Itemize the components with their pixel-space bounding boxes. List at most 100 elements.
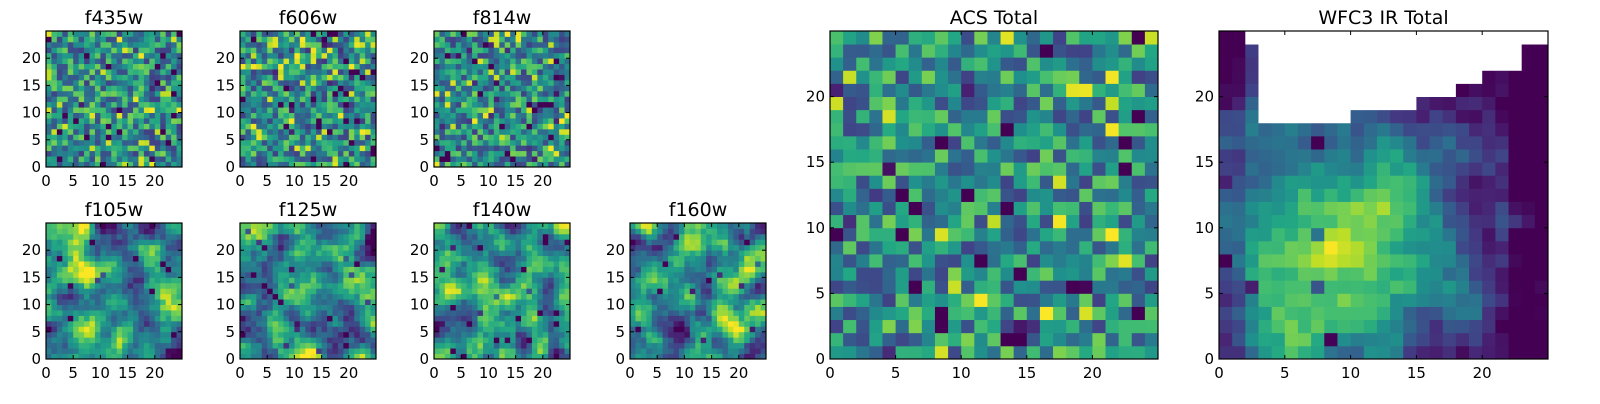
heatmap-cell xyxy=(499,299,505,305)
heatmap-cell xyxy=(478,145,484,151)
heatmap-cell xyxy=(354,250,360,256)
heatmap-cell xyxy=(68,134,74,140)
heatmap-cell xyxy=(652,261,658,267)
heatmap-cell xyxy=(657,228,663,234)
heatmap-cell xyxy=(434,140,440,146)
heatmap-cell xyxy=(445,277,451,283)
heatmap-cell xyxy=(289,256,295,262)
heatmap-cell xyxy=(712,250,718,256)
heatmap-cell xyxy=(284,118,290,124)
heatmap-cell xyxy=(548,283,554,289)
heatmap-cell xyxy=(128,75,134,81)
heatmap-cell xyxy=(360,36,366,42)
heatmap-cell xyxy=(171,326,177,332)
heatmap-cell xyxy=(722,348,728,354)
heatmap-cell xyxy=(526,47,532,53)
heatmap-cell xyxy=(532,256,538,262)
heatmap-cell xyxy=(155,239,161,245)
heatmap-cell xyxy=(138,69,144,75)
heatmap-cell xyxy=(896,228,910,242)
heatmap-cell xyxy=(635,288,641,294)
heatmap-cell xyxy=(652,256,658,262)
heatmap-cell xyxy=(679,283,685,289)
heatmap-cell xyxy=(717,267,723,273)
heatmap-cell xyxy=(652,234,658,240)
heatmap-cell xyxy=(521,102,527,108)
heatmap-cell xyxy=(1014,162,1028,176)
heatmap-cell xyxy=(1027,162,1041,176)
heatmap-cell xyxy=(90,151,96,157)
heatmap-cell xyxy=(57,277,63,283)
heatmap-cell xyxy=(706,272,712,278)
heatmap-cell xyxy=(365,96,371,102)
heatmap-cell xyxy=(300,64,306,70)
heatmap-cell xyxy=(516,234,522,240)
heatmap-cell xyxy=(706,299,712,305)
heatmap-cell xyxy=(46,223,52,229)
heatmap-cell xyxy=(728,337,734,343)
heatmap-cell xyxy=(251,96,257,102)
heatmap-cell xyxy=(1066,280,1080,294)
heatmap-cell xyxy=(483,156,489,162)
heatmap-cell xyxy=(1001,320,1015,334)
heatmap-cell xyxy=(909,267,923,281)
heatmap-cell xyxy=(505,145,511,151)
heatmap-cell xyxy=(160,129,166,135)
heatmap-cell xyxy=(674,239,680,245)
heatmap-cell xyxy=(532,129,538,135)
heatmap-cell xyxy=(526,145,532,151)
heatmap-cell xyxy=(1001,175,1015,189)
heatmap-cell xyxy=(478,42,484,48)
heatmap-cell xyxy=(284,151,290,157)
heatmap-cell xyxy=(160,272,166,278)
heatmap-cell xyxy=(641,315,647,321)
heatmap-cell xyxy=(733,234,739,240)
heatmap-cell xyxy=(456,245,462,251)
heatmap-cell xyxy=(467,47,473,53)
heatmap-cell xyxy=(171,305,177,311)
heatmap-cell xyxy=(679,326,685,332)
heatmap-cell xyxy=(521,305,527,311)
heatmap-cell xyxy=(106,239,112,245)
heatmap-cell xyxy=(961,307,975,321)
heatmap-cell xyxy=(733,294,739,300)
heatmap-cell xyxy=(90,332,96,338)
heatmap-cell xyxy=(133,228,139,234)
heatmap-cell xyxy=(267,310,273,316)
heatmap-cell xyxy=(322,234,328,240)
heatmap-cell xyxy=(305,348,311,354)
heatmap-cell xyxy=(537,234,543,240)
heatmap-cell xyxy=(365,332,371,338)
heatmap-cell xyxy=(251,53,257,59)
heatmap-cell xyxy=(483,294,489,300)
heatmap-cell xyxy=(657,305,663,311)
heatmap-cell xyxy=(316,134,322,140)
heatmap-cell xyxy=(548,223,554,229)
heatmap-cell xyxy=(445,80,451,86)
heatmap-cell xyxy=(73,151,79,157)
heatmap-cell xyxy=(750,250,756,256)
heatmap-cell xyxy=(155,228,161,234)
heatmap-cell xyxy=(338,299,344,305)
heatmap-cell xyxy=(554,58,560,64)
heatmap-cell xyxy=(478,267,484,273)
heatmap-cell xyxy=(46,85,52,91)
heatmap-cell xyxy=(117,151,123,157)
heatmap-cell xyxy=(543,123,549,129)
heatmap-cell xyxy=(516,294,522,300)
heatmap-cell xyxy=(532,332,538,338)
heatmap-cell xyxy=(733,337,739,343)
heatmap-cell xyxy=(155,47,161,53)
heatmap-cell xyxy=(488,277,494,283)
heatmap-cell xyxy=(155,261,161,267)
heatmap-cell xyxy=(543,91,549,97)
heatmap-cell xyxy=(445,156,451,162)
heatmap-cell xyxy=(90,321,96,327)
heatmap-cell xyxy=(450,315,456,321)
heatmap-cell xyxy=(106,267,112,273)
heatmap-cell xyxy=(332,102,338,108)
heatmap-cell xyxy=(461,96,467,102)
heatmap-cell xyxy=(166,305,172,311)
heatmap-cell xyxy=(171,129,177,135)
